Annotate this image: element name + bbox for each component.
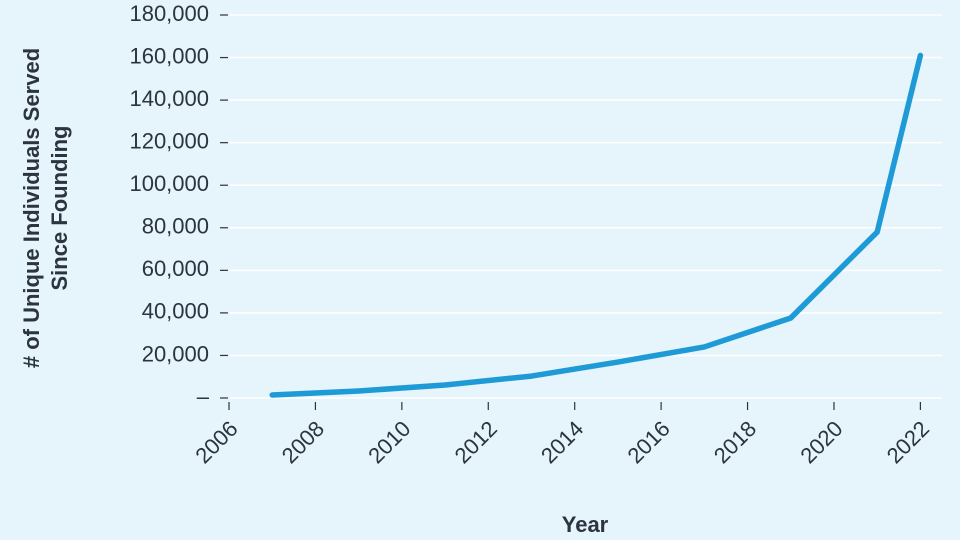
y-axis-title-line: Since Founding	[47, 126, 72, 291]
y-tick-label: 120,000	[129, 128, 209, 153]
y-tick-label: 100,000	[129, 171, 209, 196]
y-tick-label: 160,000	[129, 43, 209, 68]
y-tick-label: 80,000	[142, 214, 209, 239]
y-tick-label: –	[197, 384, 210, 409]
y-tick-label: 20,000	[142, 341, 209, 366]
y-tick-label: 60,000	[142, 256, 209, 281]
x-axis-title: Year	[562, 512, 609, 537]
y-tick-label: 140,000	[129, 86, 209, 111]
y-axis-title: # of Unique Individuals Served Since Fou…	[19, 48, 72, 368]
y-tick-label: 40,000	[142, 299, 209, 324]
data-line	[269, 52, 924, 398]
y-axis-title-line: # of Unique Individuals Served	[19, 48, 44, 368]
y-tick-label: 180,000	[129, 1, 209, 26]
